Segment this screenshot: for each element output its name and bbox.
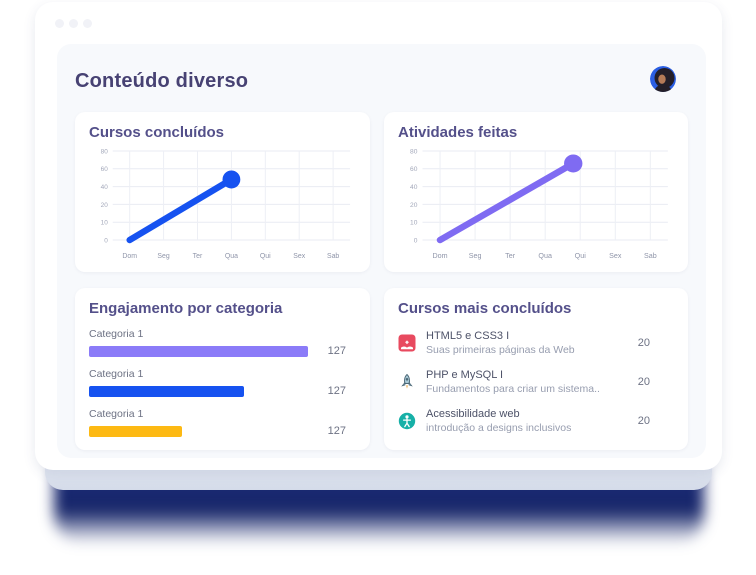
svg-text:0: 0: [414, 237, 418, 244]
php-mysql-icon: [398, 373, 416, 391]
category-label: Categoria 1: [89, 408, 144, 420]
svg-text:60: 60: [101, 166, 109, 173]
svg-text:Qua: Qua: [225, 253, 238, 260]
card-atividades-feitas: Atividades feitas 80 60 40 20 10 0 Dom Seg Ter Qu…: [384, 112, 688, 272]
category-bar: [89, 426, 183, 437]
svg-text:20: 20: [410, 202, 418, 209]
svg-text:Qua: Qua: [538, 253, 552, 260]
bar-line: 127: [89, 426, 356, 437]
svg-text:Seg: Seg: [469, 253, 482, 260]
line-chart-cursos-concluidos: 80 60 40 20 10 0 Dom Seg Ter Qua Qui Sex Sab: [101, 148, 351, 260]
svg-text:Dom: Dom: [122, 253, 137, 260]
svg-text:Ter: Ter: [193, 253, 203, 260]
svg-text:80: 80: [410, 148, 418, 155]
engagement-row: Categoria 1 127: [89, 328, 356, 357]
svg-text:40: 40: [101, 184, 109, 191]
page-title: Conteúdo diverso: [75, 70, 249, 92]
card-title: Cursos mais concluídos: [398, 300, 572, 317]
engagement-row: Categoria 1 127: [89, 368, 356, 397]
window-dot-icon[interactable]: [69, 19, 78, 28]
panel-header: Conteúdo diverso: [75, 66, 688, 96]
course-completions-count: 20: [637, 376, 650, 388]
svg-text:Qui: Qui: [260, 253, 271, 260]
card-cursos-concluidos: Cursos concluídos 80 60 40 20 10 0 Dom Seg Ter Qu…: [75, 112, 371, 272]
svg-text:80: 80: [101, 148, 109, 155]
course-list-item[interactable]: Acessibilidade web introdução a designs i…: [398, 408, 674, 434]
card-title: Atividades feitas: [398, 124, 518, 141]
bar-line: 127: [89, 386, 356, 397]
svg-text:60: 60: [410, 166, 418, 173]
course-completions-count: 20: [637, 337, 650, 349]
cards-grid: Cursos concluídos 80 60 40 20 10 0 Dom Seg Ter Qu…: [75, 112, 688, 450]
dashboard-panel: Conteúdo diverso Cursos concluídos 80 60 4…: [57, 44, 706, 458]
course-title: PHP e MySQL I: [426, 369, 504, 381]
course-text: HTML5 e CSS3 I Suas primeiras páginas da …: [426, 330, 575, 356]
window-controls: [55, 19, 92, 28]
course-text: Acessibilidade web introdução a designs i…: [426, 408, 571, 434]
course-subtitle: introdução a designs inclusivos: [426, 422, 572, 434]
svg-text:Qui: Qui: [575, 253, 587, 260]
course-title: Acessibilidade web: [426, 408, 520, 420]
category-value: 127: [327, 385, 347, 397]
course-list-item[interactable]: HTML5 e CSS3 I Suas primeiras páginas da …: [398, 330, 674, 356]
svg-text:Dom: Dom: [433, 253, 448, 260]
course-subtitle: Suas primeiras páginas da Web: [426, 344, 575, 356]
svg-text:0: 0: [104, 237, 108, 244]
category-label: Categoria 1: [89, 368, 144, 380]
svg-text:Sex: Sex: [609, 253, 622, 260]
window-dot-icon[interactable]: [83, 19, 92, 28]
course-title: HTML5 e CSS3 I: [426, 330, 510, 342]
card-title: Cursos concluídos: [89, 124, 225, 141]
category-value: 127: [327, 425, 347, 437]
avatar-photo-icon: [650, 66, 676, 92]
svg-text:20: 20: [101, 202, 109, 209]
card-cursos-mais-concluidos: Cursos mais concluídos HTML5 e CSS3 I Sua…: [384, 288, 688, 450]
course-completions-count: 20: [637, 415, 650, 427]
svg-text:Ter: Ter: [505, 253, 516, 260]
card-engajamento-por-categoria: Engajamento por categoria Categoria 1 127…: [75, 288, 371, 450]
course-text: PHP e MySQL I Fundamentos para criar um s…: [426, 369, 600, 395]
category-bar: [89, 386, 244, 397]
window-dot-icon[interactable]: [55, 19, 64, 28]
courses-list: HTML5 e CSS3 I Suas primeiras páginas da …: [398, 330, 674, 434]
accessibility-icon: [398, 412, 416, 430]
engagement-bars: Categoria 1 127 Categoria 1 127 Categoria 1 1…: [89, 328, 356, 437]
bar-line: 127: [89, 346, 356, 357]
svg-text:Sab: Sab: [327, 253, 339, 260]
category-label: Categoria 1: [89, 328, 144, 340]
html5-icon: [398, 334, 416, 352]
svg-text:10: 10: [101, 220, 109, 227]
card-title: Engajamento por categoria: [89, 300, 283, 317]
svg-text:Seg: Seg: [157, 253, 169, 260]
app-window: Conteúdo diverso Cursos concluídos 80 60 4…: [35, 2, 722, 470]
course-subtitle: Fundamentos para criar um sistema..: [426, 383, 600, 395]
engagement-row: Categoria 1 127: [89, 408, 356, 437]
svg-text:Sab: Sab: [644, 253, 657, 260]
category-value: 127: [327, 345, 347, 357]
line-chart-atividades-feitas: 80 60 40 20 10 0 Dom Seg Ter Qua Qui Sex Sab: [410, 148, 668, 260]
svg-text:Sex: Sex: [293, 253, 305, 260]
svg-text:10: 10: [410, 220, 418, 227]
user-avatar[interactable]: [650, 66, 676, 92]
svg-text:40: 40: [410, 184, 418, 191]
course-list-item[interactable]: PHP e MySQL I Fundamentos para criar um s…: [398, 369, 674, 395]
category-bar: [89, 346, 308, 357]
